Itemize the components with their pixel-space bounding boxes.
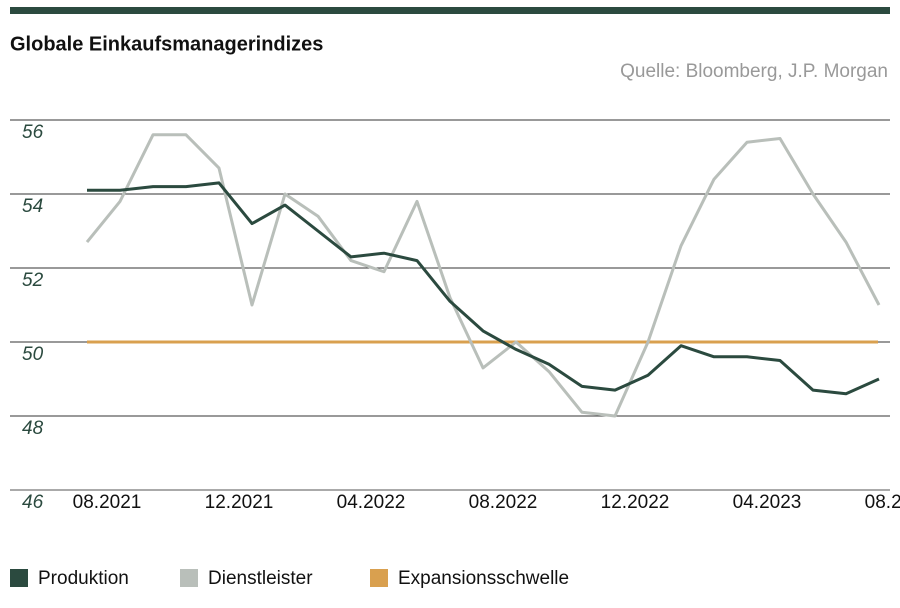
chart-title: Globale Einkaufsmanagerindizes: [10, 33, 323, 55]
source: Quelle: Bloomberg, J.P. Morgan: [620, 61, 888, 82]
legend-label: Produktion: [38, 568, 129, 589]
x-tick-label: 08.2021: [73, 492, 142, 513]
legend-label: Dienstleister: [208, 568, 313, 589]
legend-swatch: [180, 569, 198, 587]
x-tick-label: 08.2022: [469, 492, 538, 513]
legend-label: Expansionsschwelle: [398, 568, 569, 589]
x-tick-label: 04.2022: [337, 492, 406, 513]
legend-swatch: [370, 569, 388, 587]
y-tick-label: 54: [22, 196, 43, 217]
x-tick-label: 04.2023: [733, 492, 802, 513]
series-line: [85, 133, 881, 418]
top-bar: [10, 7, 890, 14]
x-tick-label: 12.2022: [601, 492, 670, 513]
series-line: [87, 181, 880, 396]
x-tick-label: 08.2023: [865, 492, 900, 513]
y-tick-label: 52: [22, 270, 44, 291]
y-tick-label: 56: [22, 122, 44, 143]
y-tick-label: 46: [22, 492, 44, 513]
x-tick-label: 12.2021: [205, 492, 274, 513]
y-tick-label: 48: [22, 418, 44, 439]
y-tick-label: 50: [22, 344, 44, 365]
legend-swatch: [10, 569, 28, 587]
